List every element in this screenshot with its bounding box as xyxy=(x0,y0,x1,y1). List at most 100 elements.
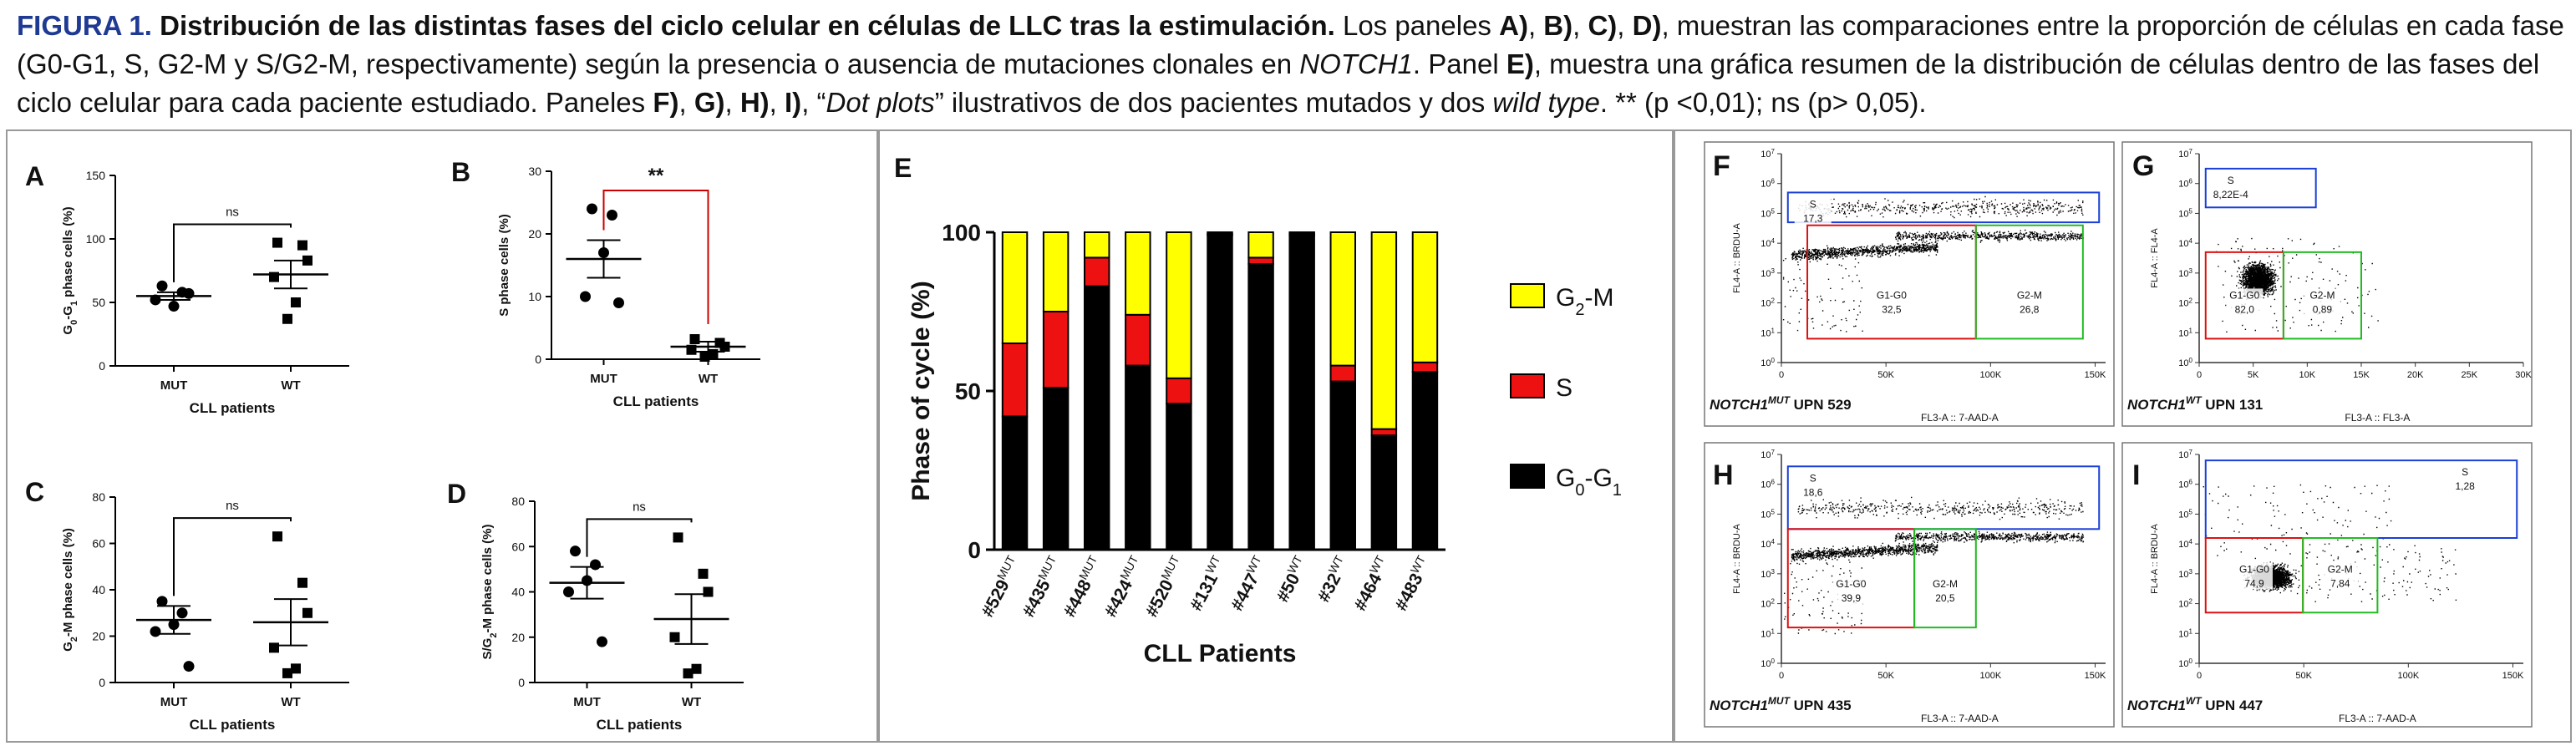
gate-value-g1: 32,5 xyxy=(1882,303,1902,315)
x-tick-label: WT xyxy=(281,695,300,709)
x-tick-label: #483WT xyxy=(1390,553,1435,614)
x-tick-label: 30K xyxy=(2515,370,2532,380)
bar-segment-g2-m xyxy=(1084,231,1110,259)
frame-right xyxy=(1674,129,2572,743)
x-tick-label: 0 xyxy=(2197,370,2202,380)
data-point-wt xyxy=(669,632,680,642)
data-point-wt xyxy=(291,297,301,307)
y-tick-label: 80 xyxy=(92,490,105,504)
data-point-wt xyxy=(269,272,279,282)
label-part: UPN 529 xyxy=(1790,397,1852,413)
gate-label-bg xyxy=(2010,288,2048,316)
plot-frame xyxy=(1704,442,2115,728)
bar-segment-s xyxy=(1084,256,1110,287)
label-part: G xyxy=(1556,284,1575,312)
y-axis-label: S/G2-M phase cells (%) xyxy=(480,524,499,659)
data-point-wt xyxy=(683,668,694,679)
y-tick-label: 102 xyxy=(2178,297,2192,309)
legend-label: G0-G1 xyxy=(1556,464,1622,500)
y-tick-label: 101 xyxy=(2178,627,2192,640)
bar-segment-s xyxy=(1370,428,1398,437)
frame-middle xyxy=(878,129,1674,743)
bar-segment-g0-g1 xyxy=(1288,234,1315,551)
label-part: 5 xyxy=(2189,207,2193,215)
y-tick-label: 106 xyxy=(1761,478,1775,490)
figure-label: FIGURA 1. xyxy=(17,10,152,41)
y-tick-label: 100 xyxy=(2178,357,2192,369)
data-point-mut xyxy=(183,287,195,299)
y-tick-label: 0 xyxy=(518,676,525,689)
data-point-wt xyxy=(686,344,697,355)
data-point-wt xyxy=(297,240,307,251)
y-tick-label: 0 xyxy=(968,537,981,563)
bar-segment-s xyxy=(1247,256,1274,265)
label-part: G xyxy=(61,642,75,652)
data-point-mut xyxy=(156,596,168,607)
plot-frame xyxy=(1704,141,2115,427)
x-tick-label: 0 xyxy=(1779,370,1784,380)
label-part: 10 xyxy=(1761,600,1771,610)
gate-label-bg xyxy=(1832,577,1870,605)
label-part: -M phase cells (%) xyxy=(61,528,75,637)
x-tick-label: 50K xyxy=(2295,671,2312,681)
y-tick-label: 0 xyxy=(99,676,105,689)
label-part: #32 xyxy=(1314,571,1345,606)
panel-letter: H xyxy=(1713,459,1734,491)
label-part: 5 xyxy=(1771,508,1776,515)
label-part: 5 xyxy=(2189,508,2193,515)
y-tick-label: 103 xyxy=(2178,266,2192,279)
x-tick-label: 15K xyxy=(2353,370,2370,380)
bar-segment-g0-g1 xyxy=(1247,263,1274,551)
panel-letter: I xyxy=(2132,459,2140,491)
label-part: 10 xyxy=(2178,510,2188,520)
gate-value-g2: 20,5 xyxy=(1935,592,1955,604)
bar-segment-g2-m xyxy=(1125,231,1151,316)
x-tick-label: 20K xyxy=(2407,370,2424,380)
event-dots xyxy=(1782,195,2084,332)
data-point-mut xyxy=(607,210,617,221)
data-point-wt xyxy=(719,342,730,352)
caption-text: , xyxy=(769,87,785,118)
bar-segment-g2-m xyxy=(1247,231,1274,259)
label-part: 1 xyxy=(69,301,79,306)
panel-letter: G xyxy=(2132,150,2154,182)
label-part: -G xyxy=(61,306,75,320)
bar-segment-g2-m xyxy=(1288,231,1315,235)
event-dot-cloud xyxy=(2215,237,2379,332)
x-tick-label: MUT xyxy=(590,372,617,386)
figure-caption: FIGURA 1. Distribución de las distintas … xyxy=(17,7,2565,122)
data-point-mut xyxy=(168,619,180,631)
gate-label-bg xyxy=(1794,197,1832,225)
label-part: 10 xyxy=(2178,480,2188,490)
label-part: 2 xyxy=(489,633,499,638)
x-axis-label: CLL Patients xyxy=(1144,640,1297,667)
label-part: 7 xyxy=(2189,148,2193,155)
caption-panel-ref: E) xyxy=(1506,48,1534,79)
gate-g2-m xyxy=(2302,537,2379,614)
y-tick-label: 100 xyxy=(1761,657,1775,670)
label-part: #131 xyxy=(1186,570,1222,613)
data-point-wt xyxy=(302,607,312,618)
data-point-wt xyxy=(698,568,709,579)
caption-gene: NOTCH1 xyxy=(1299,48,1413,79)
caption-panel-ref: A) xyxy=(1499,10,1528,41)
label-part: 10 xyxy=(1761,629,1771,639)
data-point-wt xyxy=(699,352,710,362)
bar-segment-g0-g1 xyxy=(1084,285,1110,551)
bar-segment-s xyxy=(1001,343,1029,418)
y-axis-label: G0-G1 phase cells (%) xyxy=(61,206,79,334)
label-part: 7 xyxy=(2189,449,2193,456)
y-tick-label: 102 xyxy=(1761,597,1775,610)
caption-text: , xyxy=(678,87,694,118)
label-part: #520 xyxy=(1142,576,1177,620)
caption-text: ” ilustrativos de dos pacientes mutados … xyxy=(934,87,1493,118)
label-part: G xyxy=(1556,464,1575,492)
gate-value-g1: 39,9 xyxy=(1842,592,1862,604)
label-part: UPN 435 xyxy=(1790,698,1852,713)
label-part: MUT xyxy=(1768,394,1791,406)
label-part: 0 xyxy=(1771,657,1776,665)
label-part: WT xyxy=(2186,695,2203,707)
